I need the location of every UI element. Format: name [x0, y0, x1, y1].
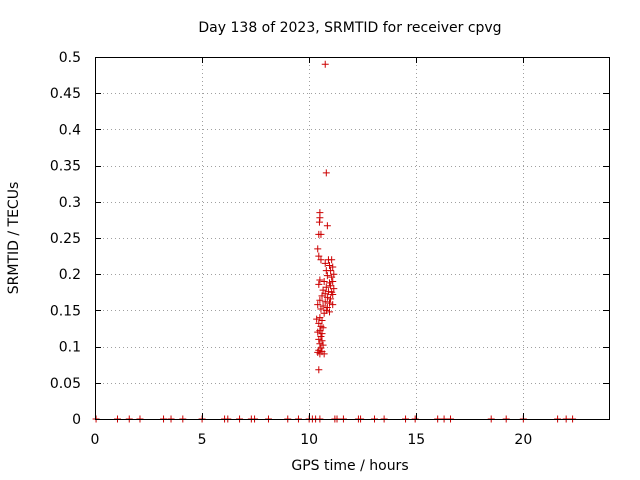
data-point: [327, 295, 335, 303]
y-tick-label: 0.2: [59, 267, 81, 283]
x-tick-label: 0: [91, 432, 100, 448]
y-tick-label: 0: [72, 412, 81, 428]
axis-ticks: [95, 57, 609, 420]
data-point: [329, 290, 337, 298]
data-point: [321, 298, 329, 306]
y-tick-labels: 0 0.05 0.1 0.15 0.2 0.25 0.3 0.35 0.4 0.45 0.5: [50, 50, 81, 428]
y-tick-label: 0.35: [50, 159, 81, 175]
y-tick-label: 0.4: [59, 122, 81, 138]
data-point: [327, 282, 335, 290]
x-tick-labels: 0 5 10 15 20: [91, 432, 533, 448]
data-point: [315, 252, 323, 260]
data-point: [313, 315, 321, 323]
x-tick-label: 5: [198, 432, 207, 448]
data-point: [326, 262, 334, 270]
data-point: [326, 299, 334, 307]
y-tick-label: 0.25: [50, 231, 81, 247]
data-point: [320, 277, 328, 285]
data-point: [323, 304, 331, 312]
data-point: [314, 301, 322, 309]
data-point: [316, 296, 324, 304]
data-point: [322, 283, 330, 291]
data-point: [328, 256, 336, 264]
data-point: [314, 245, 322, 253]
data-point: [321, 60, 329, 68]
data-point: [316, 276, 324, 284]
data-point: [317, 256, 325, 264]
data-point: [318, 292, 326, 300]
data-point: [329, 301, 337, 309]
data-point: [317, 305, 325, 313]
grid-lines: [95, 57, 609, 419]
data-point: [323, 293, 331, 301]
y-tick-label: 0.45: [50, 86, 81, 102]
data-point: [320, 309, 328, 317]
data-point: [318, 317, 326, 325]
plot-frame: [95, 57, 610, 420]
data-points: [92, 60, 577, 423]
chart-title: Day 138 of 2023, SRMTID for receiver cpv…: [198, 20, 501, 36]
data-point: [323, 272, 331, 280]
data-point: [316, 340, 324, 348]
data-point: [320, 350, 328, 358]
data-point: [329, 277, 337, 285]
data-point: [330, 285, 338, 293]
y-axis-title: SRMTID / TECUs: [6, 182, 22, 295]
data-point: [318, 330, 326, 338]
data-point: [328, 273, 336, 281]
data-point: [327, 267, 335, 275]
y-tick-label: 0.1: [59, 340, 81, 356]
data-point: [315, 218, 323, 226]
data-point: [326, 279, 334, 287]
data-point: [329, 263, 337, 271]
data-point: [315, 366, 323, 374]
y-tick-label: 0.5: [59, 50, 81, 66]
x-axis-title: GPS time / hours: [291, 458, 408, 474]
y-tick-label: 0.05: [50, 376, 81, 392]
data-point: [315, 280, 323, 288]
x-tick-label: 20: [514, 432, 532, 448]
data-point: [317, 230, 325, 238]
x-tick-label: 15: [407, 432, 425, 448]
x-tick-label: 10: [300, 432, 318, 448]
y-tick-label: 0.3: [59, 195, 81, 211]
data-point: [319, 324, 327, 332]
data-point: [322, 169, 330, 177]
data-point: [323, 222, 331, 230]
data-point: [321, 259, 329, 267]
data-point: [314, 348, 322, 356]
data-point: [315, 335, 323, 343]
y-tick-label: 0.15: [50, 303, 81, 319]
data-point: [314, 328, 322, 336]
data-point: [319, 286, 327, 294]
data-point: [326, 308, 334, 316]
